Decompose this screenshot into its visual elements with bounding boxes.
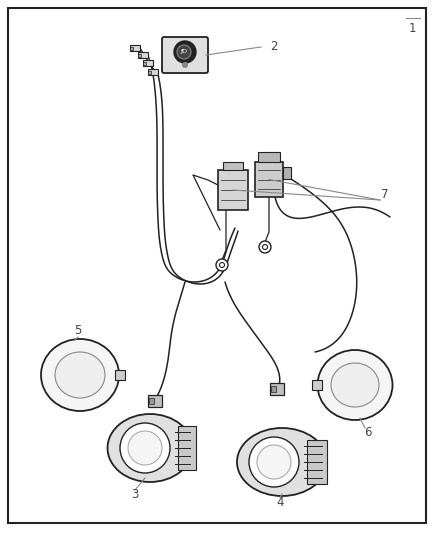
Text: 5: 5 bbox=[74, 324, 82, 336]
Bar bbox=[307, 440, 327, 484]
Text: 4: 4 bbox=[276, 496, 284, 508]
Bar bbox=[270, 383, 284, 395]
Bar bbox=[130, 46, 133, 50]
Circle shape bbox=[257, 445, 291, 479]
Bar bbox=[148, 69, 158, 75]
Circle shape bbox=[174, 41, 196, 63]
Bar bbox=[143, 61, 146, 64]
Bar bbox=[258, 152, 280, 162]
Bar bbox=[148, 395, 162, 407]
Bar bbox=[223, 162, 243, 170]
Bar bbox=[148, 70, 151, 74]
Circle shape bbox=[262, 245, 268, 249]
Text: 3: 3 bbox=[131, 489, 139, 502]
Bar bbox=[178, 426, 196, 470]
Text: 6: 6 bbox=[364, 425, 372, 439]
Ellipse shape bbox=[237, 428, 327, 496]
Bar bbox=[138, 52, 148, 58]
Ellipse shape bbox=[55, 352, 105, 398]
Bar bbox=[283, 167, 291, 179]
Circle shape bbox=[183, 62, 187, 68]
Circle shape bbox=[216, 259, 228, 271]
Bar bbox=[218, 170, 248, 210]
Circle shape bbox=[128, 431, 162, 465]
Bar bbox=[255, 162, 283, 197]
FancyBboxPatch shape bbox=[162, 37, 208, 73]
Circle shape bbox=[259, 241, 271, 253]
Circle shape bbox=[219, 262, 225, 268]
Text: 2: 2 bbox=[270, 41, 278, 53]
Ellipse shape bbox=[318, 350, 392, 420]
Text: 1: 1 bbox=[408, 21, 416, 35]
Bar bbox=[271, 386, 276, 392]
Ellipse shape bbox=[41, 339, 119, 411]
Bar bbox=[312, 380, 322, 390]
Bar bbox=[149, 398, 154, 404]
Circle shape bbox=[120, 423, 170, 473]
Bar bbox=[115, 370, 125, 380]
Bar bbox=[130, 45, 140, 51]
Text: ƒD: ƒD bbox=[180, 50, 187, 54]
Ellipse shape bbox=[331, 363, 379, 407]
Text: 7: 7 bbox=[381, 189, 389, 201]
Bar bbox=[138, 53, 141, 56]
Circle shape bbox=[177, 45, 191, 59]
Circle shape bbox=[249, 437, 299, 487]
Ellipse shape bbox=[107, 414, 192, 482]
Bar bbox=[143, 60, 153, 66]
